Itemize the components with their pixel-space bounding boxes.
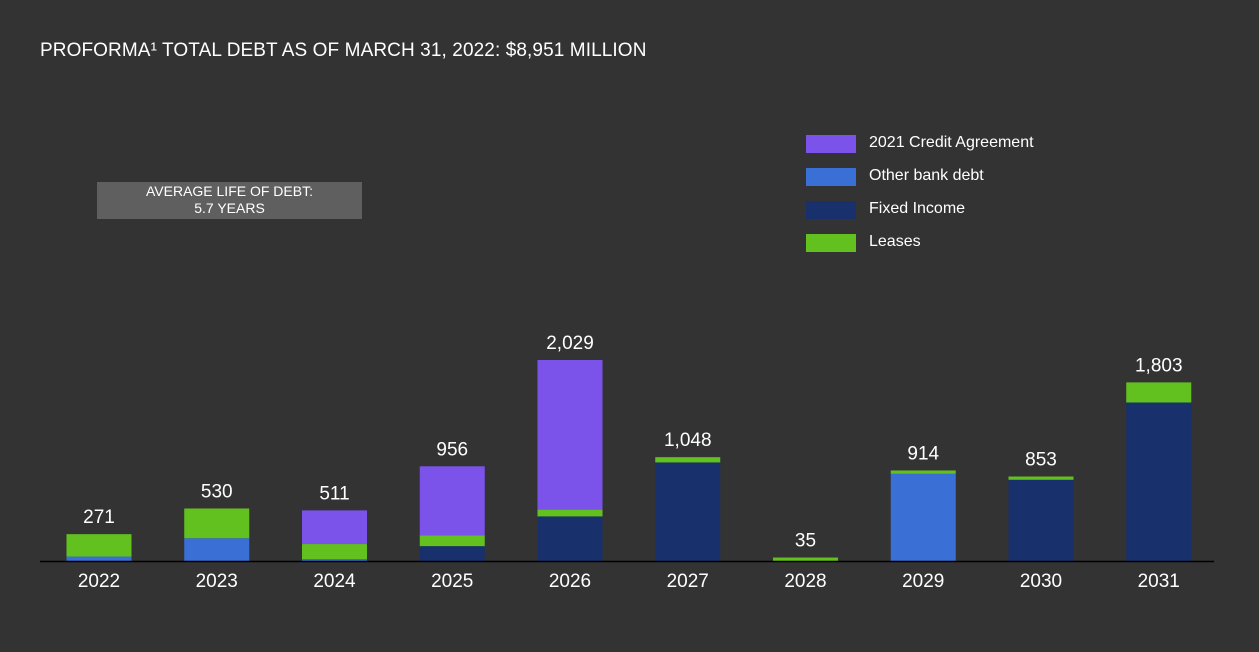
bar-total-label-2028: 35 (795, 531, 816, 552)
average-life-label: AVERAGE LIFE OF DEBT: (145, 183, 313, 199)
bar-total-label-2022: 271 (83, 507, 115, 528)
legend-swatch (806, 201, 856, 219)
bar-segment-leases-2026 (537, 509, 603, 517)
bar-total-label-2026: 2,029 (546, 333, 594, 354)
legend-swatch (806, 135, 856, 153)
x-tick-label-2023: 2023 (196, 571, 238, 592)
bar-segment-leases-2024 (302, 544, 367, 560)
bar-segment-leases-2029 (890, 470, 956, 474)
bar-segment-leases-2030 (1008, 476, 1074, 480)
legend-label: Fixed Income (869, 200, 966, 217)
bar-segment-fixed-income-2026 (537, 516, 603, 561)
bar-segment-leases-2025 (419, 535, 485, 547)
bar-segment-leases-2022 (66, 534, 132, 557)
bar-segment-fixed-income-2031 (1126, 402, 1192, 561)
bar-segment-leases-2031 (1126, 382, 1192, 403)
bar-segment-other-bank-debt-2022 (66, 556, 132, 561)
chart-title: PROFORMA¹ TOTAL DEBT AS OF MARCH 31, 202… (40, 40, 647, 61)
bar-total-label-2027: 1,048 (664, 430, 712, 451)
x-tick-label-2030: 2030 (1020, 571, 1062, 592)
x-tick-label-2025: 2025 (431, 571, 473, 592)
average-life-value: 5.7 YEARS (194, 200, 265, 216)
bar-total-label-2024: 511 (319, 483, 349, 504)
bar-segment-fixed-income-2027 (655, 462, 721, 561)
bar-segment-2021-credit-agreement-2024 (302, 510, 367, 545)
bar-segment-leases-2028 (773, 557, 838, 561)
legend-swatch (806, 168, 856, 186)
bar-total-label-2025: 956 (436, 439, 468, 460)
legend-swatch (806, 234, 856, 252)
bar-segment-other-bank-debt-2029 (890, 473, 956, 561)
legend-label: Leases (869, 233, 921, 250)
bar-segment-other-bank-debt-2023 (184, 538, 250, 561)
x-tick-label-2028: 2028 (784, 571, 826, 592)
x-tick-label-2026: 2026 (549, 571, 591, 592)
bar-segment-2021-credit-agreement-2025 (419, 466, 485, 536)
bar-segment-other-bank-debt-2024 (302, 559, 367, 561)
x-tick-label-2027: 2027 (667, 571, 709, 592)
x-tick-label-2029: 2029 (902, 571, 944, 592)
x-tick-label-2022: 2022 (78, 571, 120, 592)
bar-segment-fixed-income-2030 (1008, 479, 1074, 561)
x-tick-label-2024: 2024 (313, 571, 356, 592)
bar-total-label-2023: 530 (201, 481, 233, 502)
bar-total-label-2029: 914 (907, 443, 939, 464)
bar-segment-2021-credit-agreement-2026 (537, 360, 603, 510)
bar-total-label-2031: 1,803 (1135, 355, 1183, 376)
legend-label: 2021 Credit Agreement (869, 134, 1034, 151)
bar-total-label-2030: 853 (1025, 449, 1057, 470)
bar-segment-leases-2027 (655, 457, 721, 463)
bar-segment-fixed-income-2025 (419, 546, 485, 561)
x-tick-label-2031: 2031 (1138, 571, 1180, 592)
legend-label: Other bank debt (869, 167, 984, 184)
bar-segment-leases-2023 (184, 508, 250, 539)
average-life-box: AVERAGE LIFE OF DEBT: 5.7 YEARS (97, 182, 362, 219)
